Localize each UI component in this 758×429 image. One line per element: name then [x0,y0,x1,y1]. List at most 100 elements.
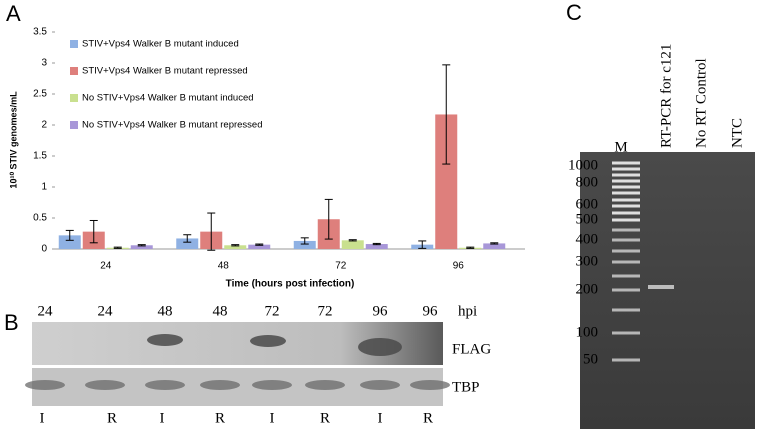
condition-label: R [215,410,225,426]
gel [580,152,755,429]
blot-unit: hpi [458,303,477,319]
ladder-band [612,228,640,232]
bar [130,245,153,249]
legend-label: No STIV+Vps4 Walker B mutant induced [82,93,254,104]
lane-label: 48 [158,303,173,319]
legend-swatch [70,40,78,48]
gel-lane-label: NTC [729,118,745,148]
ladder-label: 1000 [568,157,598,173]
y-tick-label: 1 [41,182,47,193]
condition-label: I [270,410,275,426]
y-tick-label: 3.5 [33,27,47,38]
tbp-band [200,380,240,390]
legend-label: STIV+Vps4 Walker B mutant repressed [82,66,248,77]
ladder-label: 200 [576,281,599,297]
ladder-band [612,204,640,208]
condition-label: R [107,410,117,426]
lane-label: 96 [373,303,389,319]
lane-label: 72 [265,303,280,319]
tbp-band [305,380,345,390]
legend-swatch [70,121,78,129]
ladder-band [612,288,640,292]
legend-swatch [70,94,78,102]
x-tick-label: 24 [100,261,112,272]
bar [248,244,271,249]
blot-row-label: FLAG [452,341,491,357]
condition-label: R [423,410,433,426]
flag-band [358,338,402,356]
ladder-label: 50 [583,351,598,367]
y-axis-label: 10¹⁰ STIV genomes/mL [8,91,18,189]
tbp-band [25,380,65,390]
y-tick-label: 0.5 [33,213,47,224]
bar [483,243,506,249]
condition-label: I [160,410,165,426]
panel-label: C [566,0,582,25]
lane-label: 96 [423,303,439,319]
tbp-band [360,380,400,390]
sample-band [648,285,674,289]
ladder-band [612,249,640,253]
ladder-label: 100 [576,324,599,340]
ladder-band [612,274,640,278]
lane-label: 24 [98,303,114,319]
ladder-band [612,161,640,165]
ladder-band [612,238,640,242]
bar [341,240,364,249]
bar [224,245,247,249]
tbp-band [410,380,450,390]
legend-label: STIV+Vps4 Walker B mutant induced [82,39,239,50]
flag-band [250,335,286,347]
ladder-label: 400 [576,231,599,247]
bar [176,238,199,249]
tbp-band [85,380,125,390]
x-tick-label: 96 [453,261,465,272]
ladder-label: 600 [576,196,599,212]
condition-label: R [320,410,330,426]
condition-label: I [40,410,45,426]
bar [365,244,388,249]
ladder-band [612,191,640,195]
legend-swatch [70,67,78,75]
x-axis-label: Time (hours post infection) [226,279,355,290]
ladder-label: 300 [576,253,599,269]
ladder-band [612,331,640,335]
ladder-band [612,173,640,177]
condition-label: I [378,410,383,426]
ladder-band [612,211,640,215]
lane-label: 24 [38,303,54,319]
ladder-band [612,218,640,222]
lane-label: 48 [213,303,228,319]
panel-label: A [6,1,21,26]
y-tick-label: 2.5 [33,89,47,100]
y-tick-label: 3 [41,58,47,69]
ladder-band [612,179,640,183]
tbp-band [252,380,292,390]
x-tick-label: 72 [335,261,347,272]
tbp-band [145,380,185,390]
gel-lane-label: RT-PCR for c121 [658,44,674,148]
legend-label: No STIV+Vps4 Walker B mutant repressed [82,120,263,131]
lane-label: 72 [318,303,333,319]
blot-row-label: TBP [452,379,480,395]
ladder-band [612,185,640,189]
gel-lane-label: M [614,139,627,155]
bar [293,240,316,249]
ladder-band [612,308,640,312]
y-tick-label: 1.5 [33,151,47,162]
ladder-band [612,358,640,362]
ladder-label: 800 [576,174,599,190]
x-tick-label: 48 [218,261,230,272]
y-tick-label: 0 [41,244,47,255]
gel-lane-label: No RT Control [693,58,709,148]
ladder-band [612,198,640,202]
flag-band [147,334,183,346]
bar [58,235,81,249]
panel-label: B [4,310,19,335]
bar [435,114,458,250]
y-tick-label: 2 [41,120,47,131]
ladder-band [612,167,640,171]
ladder-label: 500 [576,211,599,227]
ladder-band [612,260,640,264]
